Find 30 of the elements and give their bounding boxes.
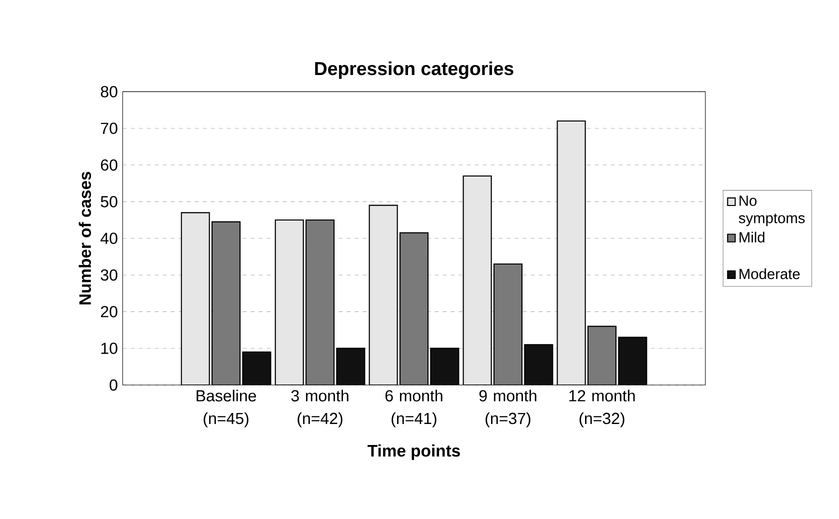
y-tick-label: 80 [100,86,118,98]
bar [493,263,523,385]
bar [618,336,648,385]
legend-label: No symptoms [738,196,805,226]
bar [399,232,429,385]
x-tick-label: 6 month (n=41) [385,390,442,428]
bar [242,351,272,385]
y-tick-label: 40 [100,232,118,244]
x-tick-label: 12 month (n=32) [569,390,635,428]
y-tick-label: 0 [110,379,118,391]
bar [430,348,460,385]
bar [305,219,335,385]
y-tick-label: 20 [100,306,118,318]
x-tick-label: Baseline (n=45) [196,390,256,428]
bar [212,221,241,385]
y-axis-title: Number of cases [78,172,92,304]
chart-title: Depression categories [315,61,514,79]
x-tick-label: 3 month (n=42) [291,390,348,428]
y-tick-label: 70 [100,122,118,134]
x-axis-title: Time points [368,444,460,460]
bar [587,326,616,385]
bar [524,344,554,385]
y-tick-label: 50 [100,196,118,208]
y-tick-label: 30 [100,269,118,281]
y-tick-label: 10 [101,342,118,354]
legend-label: Moderate [740,268,800,280]
x-tick-label: 9 month (n=37) [479,390,536,428]
y-tick-label: 60 [100,159,118,171]
bar [336,348,366,385]
legend-label: Mild [740,232,764,243]
